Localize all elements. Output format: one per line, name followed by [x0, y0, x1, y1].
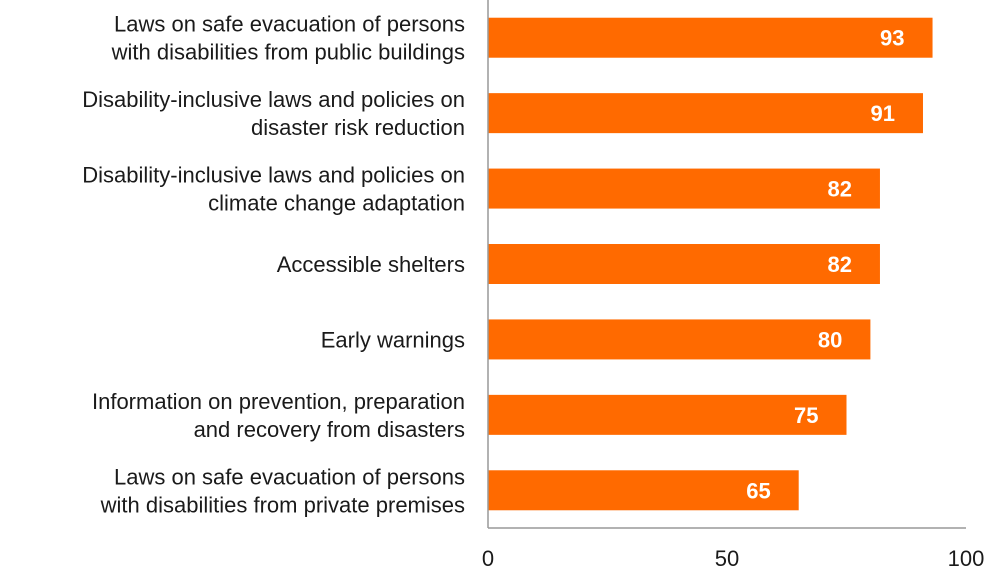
category-label-7: Laws on safe evacuation of persons with d… — [100, 464, 465, 517]
category-label-6: Information on prevention, preparation an… — [92, 389, 465, 442]
category-label-line: Disability-inclusive laws and policies o… — [82, 163, 465, 188]
x-tick-label-1: 0 — [482, 546, 494, 571]
bar-3 — [488, 168, 880, 209]
category-label-line: Laws on safe evacuation of persons — [114, 464, 465, 489]
x-tick-label-2: 50 — [715, 546, 739, 571]
bar-2 — [488, 93, 923, 134]
data-label-5: 80 — [818, 327, 842, 352]
category-label-1: Laws on safe evacuation of persons with d… — [111, 12, 465, 65]
category-label-2: Disability-inclusive laws and policies o… — [82, 87, 465, 140]
bar-7 — [488, 470, 799, 511]
bar-1 — [488, 17, 933, 58]
category-label-line: and recovery from disasters — [194, 417, 465, 442]
data-label-4: 82 — [827, 252, 851, 277]
category-label-line: climate change adaptation — [208, 191, 465, 216]
bar-6 — [488, 394, 847, 435]
data-label-2: 91 — [870, 101, 894, 126]
category-label-3: Disability-inclusive laws and policies o… — [82, 163, 465, 216]
category-label-line: with disabilities from public buildings — [111, 40, 465, 65]
category-label-5: Early warnings — [321, 327, 465, 352]
axes-group: 0 50 100 — [482, 0, 984, 571]
category-labels-group: Laws on safe evacuation of persons with d… — [82, 12, 465, 518]
x-tick-label-3: 100 — [948, 546, 985, 571]
category-label-line: Information on prevention, preparation — [92, 389, 465, 414]
category-label-4: Accessible shelters — [277, 252, 465, 277]
data-label-7: 65 — [746, 478, 770, 503]
category-label-line: with disabilities from private premises — [100, 492, 465, 517]
category-label-line: Laws on safe evacuation of persons — [114, 12, 465, 37]
data-label-1: 93 — [880, 26, 904, 51]
category-label-line: Disability-inclusive laws and policies o… — [82, 87, 465, 112]
category-label-line: Early warnings — [321, 327, 465, 352]
category-label-line: disaster risk reduction — [251, 115, 465, 140]
data-label-3: 82 — [827, 177, 851, 202]
data-label-6: 75 — [794, 403, 818, 428]
bar-4 — [488, 244, 880, 284]
bar-5 — [488, 319, 871, 360]
bars-group: 93 91 82 82 80 75 65 — [488, 17, 933, 511]
category-label-line: Accessible shelters — [277, 252, 465, 277]
